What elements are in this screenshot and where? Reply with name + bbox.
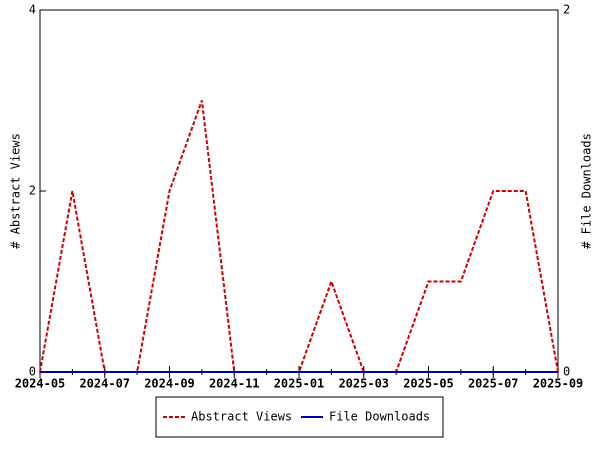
y-tick-label: 2 [29,184,36,198]
y-tick-label: 4 [29,3,36,17]
y2-tick-label: 2 [563,3,570,17]
x-tick-label: 2024-09 [144,377,195,391]
x-tick-label: 2025-01 [274,377,325,391]
legend-label: Abstract Views [191,410,292,424]
plot-frame [39,9,559,373]
y2-axis-label: # File Downloads [580,133,594,249]
legend-box [155,396,444,438]
series-line [39,100,559,373]
x-tick-label: 2025-05 [403,377,454,391]
y2-tick-label: 0 [563,365,570,379]
x-tick-label: 2025-07 [468,377,519,391]
x-tick-label: 2025-09 [533,377,584,391]
x-tick-label: 2024-07 [79,377,130,391]
y-axis-label: # Abstract Views [9,133,23,249]
legend-label: File Downloads [329,410,430,424]
y-tick-label: 0 [29,365,36,379]
x-tick-label: 2024-05 [15,377,66,391]
x-tick-label: 2024-11 [209,377,260,391]
x-tick-label: 2025-03 [338,377,389,391]
